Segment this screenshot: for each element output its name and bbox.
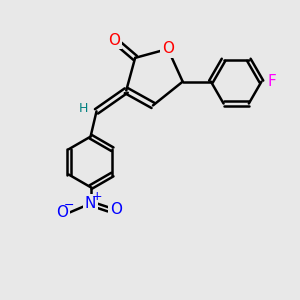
Text: H: H	[78, 102, 88, 115]
Text: F: F	[268, 74, 276, 89]
Text: +: +	[92, 190, 102, 203]
Text: O: O	[162, 41, 174, 56]
Text: O: O	[108, 32, 120, 47]
Text: −: −	[64, 200, 74, 212]
Text: O: O	[110, 202, 122, 217]
Text: N: N	[85, 196, 96, 211]
Text: O: O	[56, 205, 68, 220]
